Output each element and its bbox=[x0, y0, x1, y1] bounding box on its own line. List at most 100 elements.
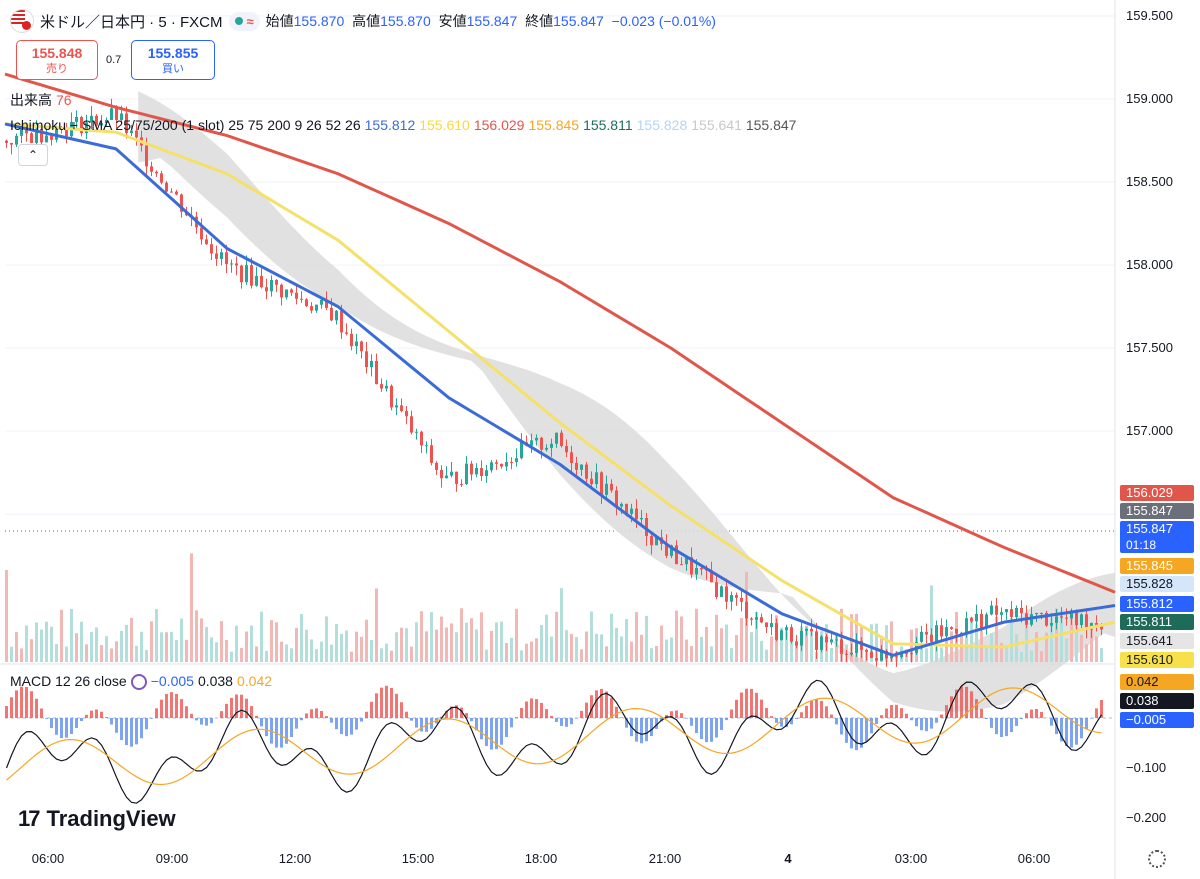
macd-histogram-bar bbox=[610, 697, 613, 718]
candle-body bbox=[825, 636, 828, 643]
ichimoku-value: 155.811 bbox=[583, 117, 633, 133]
macd-histogram-bar bbox=[885, 708, 888, 718]
volume-bar bbox=[370, 639, 373, 662]
volume-bar bbox=[120, 630, 123, 662]
volume-bar bbox=[1030, 650, 1033, 662]
volume-bar bbox=[910, 629, 913, 662]
macd-histogram-bar bbox=[1085, 718, 1088, 730]
macd-histogram-bar bbox=[560, 718, 563, 726]
price-tag: 155.610 bbox=[1120, 652, 1194, 668]
volume-bar bbox=[535, 638, 538, 662]
candle-body bbox=[85, 122, 88, 134]
macd-histogram-bar bbox=[470, 718, 473, 722]
market-status[interactable]: ≈ bbox=[228, 11, 260, 31]
macd-histogram-bar bbox=[830, 714, 833, 718]
volume-bar bbox=[545, 614, 548, 662]
sell-button[interactable]: 155.848 売り bbox=[16, 40, 98, 80]
candle-body bbox=[325, 299, 328, 308]
volume-bar bbox=[35, 622, 38, 662]
candle-body bbox=[510, 462, 513, 464]
volume-bar bbox=[40, 629, 43, 662]
macd-histogram-bar bbox=[280, 718, 283, 748]
volume-bar bbox=[575, 637, 578, 662]
buy-button[interactable]: 155.855 買い bbox=[131, 40, 215, 80]
volume-bar bbox=[275, 622, 278, 662]
volume-bar bbox=[485, 649, 488, 662]
volume-bar bbox=[570, 633, 573, 662]
volume-bar bbox=[25, 625, 28, 662]
volume-bar bbox=[95, 627, 98, 662]
candle-body bbox=[245, 265, 248, 283]
volume-bar bbox=[405, 628, 408, 662]
candle-body bbox=[840, 639, 843, 654]
volume-bar bbox=[490, 630, 493, 662]
macd-histogram-bar bbox=[165, 694, 168, 718]
macd-histogram-bar bbox=[605, 691, 608, 718]
volume-legend[interactable]: 出来高 76 bbox=[10, 92, 72, 108]
candle-body bbox=[855, 640, 858, 653]
macd-legend[interactable]: MACD 12 26 close −0.005 0.038 0.042 bbox=[10, 673, 273, 691]
macd-histogram-bar bbox=[720, 718, 723, 730]
volume-bar bbox=[420, 611, 423, 662]
volume-bar bbox=[1090, 626, 1093, 662]
price-tag: 155.811 bbox=[1120, 614, 1194, 630]
volume-bar bbox=[785, 631, 788, 662]
macd-histogram-bar bbox=[450, 706, 453, 718]
candle-body bbox=[720, 586, 723, 597]
candle-body bbox=[900, 652, 903, 658]
macd-value: 0.038 bbox=[197, 673, 233, 689]
candle-body bbox=[955, 628, 958, 634]
candle-body bbox=[315, 304, 318, 311]
volume-bar bbox=[560, 588, 563, 662]
candle-body bbox=[970, 618, 973, 622]
ichimoku-legend[interactable]: Ichimoku + SMA 25/75/200 (1 slot) 25 75 … bbox=[10, 117, 797, 133]
y-tick-label: 157.000 bbox=[1126, 423, 1173, 439]
volume-bar bbox=[320, 641, 323, 662]
candle-body bbox=[125, 113, 128, 134]
volume-bar bbox=[50, 626, 53, 662]
volume-bar bbox=[1085, 644, 1088, 662]
settings-gear-icon[interactable] bbox=[1148, 850, 1166, 868]
candle-body bbox=[610, 483, 613, 491]
volume-bar bbox=[455, 632, 458, 662]
macd-histogram-bar bbox=[180, 699, 183, 718]
volume-bar bbox=[1015, 634, 1018, 662]
tradingview-logo[interactable]: 17 TradingView bbox=[18, 806, 176, 831]
collapse-legend-button[interactable]: ⌃ bbox=[18, 144, 48, 166]
macd-histogram-bar bbox=[1075, 718, 1078, 745]
macd-histogram-bar bbox=[650, 718, 653, 737]
candle-body bbox=[135, 130, 138, 138]
volume-bar bbox=[295, 627, 298, 662]
x-tick-label: 09:00 bbox=[155, 851, 189, 866]
candle-body bbox=[490, 462, 493, 471]
volume-bar bbox=[180, 618, 183, 662]
candle-body bbox=[800, 630, 803, 646]
macd-histogram-bar bbox=[710, 718, 713, 742]
macd-histogram-bar bbox=[195, 718, 198, 721]
candle-body bbox=[1045, 612, 1048, 626]
candle-body bbox=[835, 639, 838, 641]
macd-histogram-bar bbox=[960, 686, 963, 718]
x-tick-label: 21:00 bbox=[648, 851, 682, 866]
macd-histogram-bar bbox=[390, 687, 393, 718]
macd-histogram-bar bbox=[305, 713, 308, 718]
macd-histogram-bar bbox=[455, 705, 458, 718]
candle-body bbox=[50, 135, 53, 140]
candle-body bbox=[940, 625, 943, 637]
sma-line-1 bbox=[4, 72, 1116, 594]
macd-histogram-bar bbox=[635, 718, 638, 742]
macd-histogram-bar bbox=[395, 693, 398, 718]
volume-bar bbox=[1020, 651, 1023, 662]
candle-body bbox=[55, 126, 58, 140]
candle-body bbox=[160, 173, 163, 183]
symbol-title[interactable]: 米ドル／日本円 · 5 · FXCM bbox=[40, 13, 223, 31]
volume-bar bbox=[210, 637, 213, 662]
macd-histogram-bar bbox=[725, 718, 728, 721]
volume-bar bbox=[230, 651, 233, 662]
macd-histogram-bar bbox=[750, 688, 753, 718]
macd-histogram-bar bbox=[190, 713, 193, 718]
volume-bar bbox=[460, 608, 463, 662]
candle-body bbox=[465, 463, 468, 485]
